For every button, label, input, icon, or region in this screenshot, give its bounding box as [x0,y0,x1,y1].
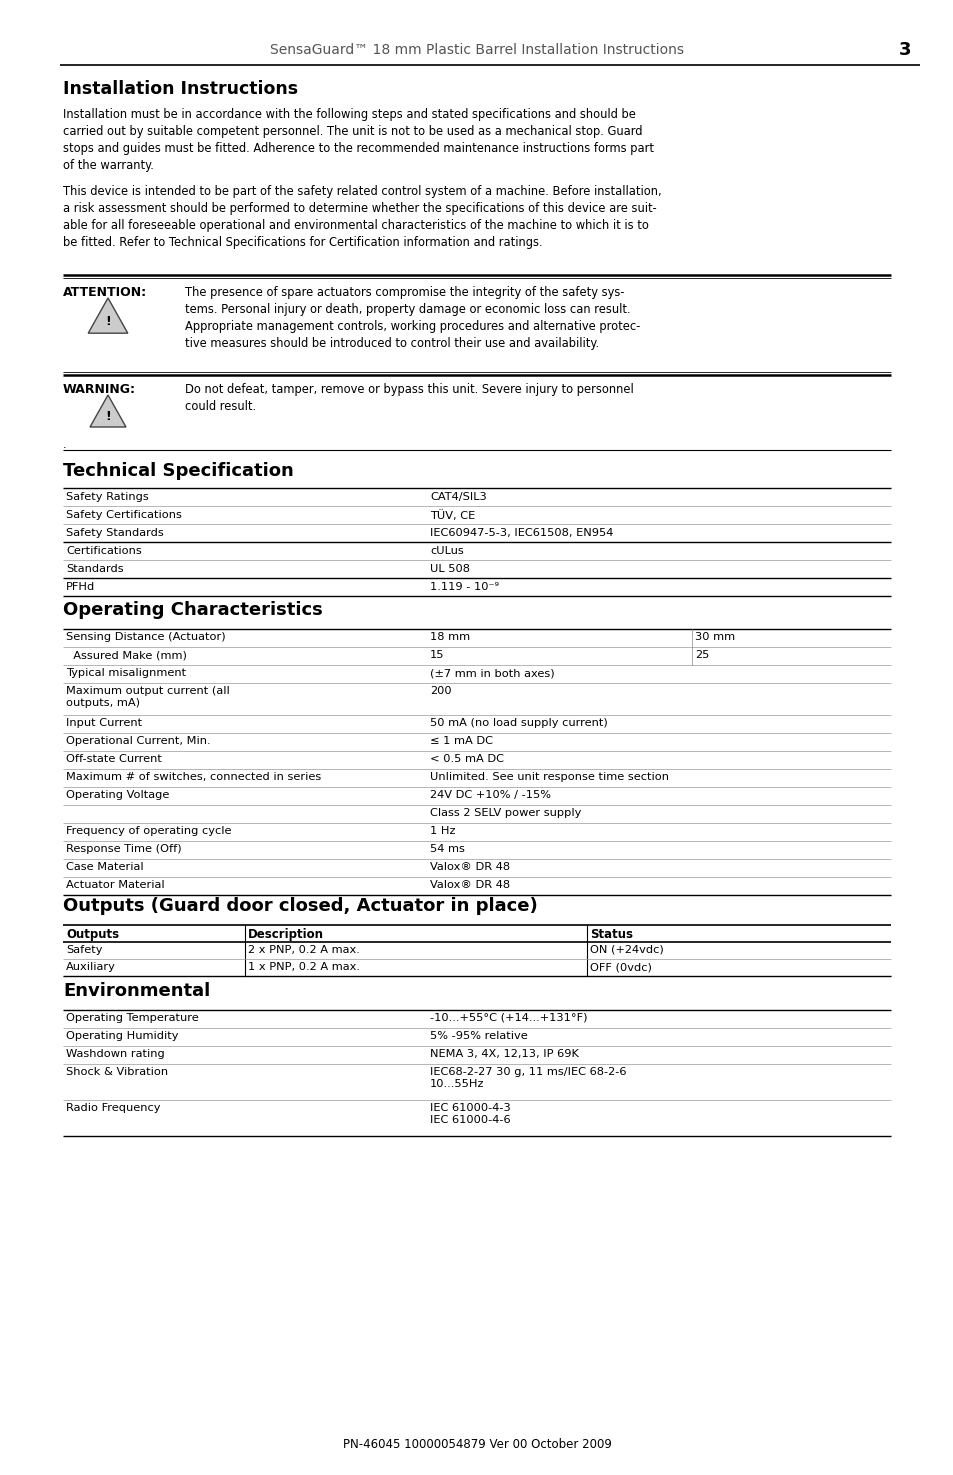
Text: 1.119 - 10⁻⁹: 1.119 - 10⁻⁹ [430,583,498,591]
Text: Safety: Safety [66,945,102,954]
Text: Certifications: Certifications [66,546,142,556]
Text: PFHd: PFHd [66,583,95,591]
Text: 2 x PNP, 0.2 A max.: 2 x PNP, 0.2 A max. [248,945,359,954]
Text: Safety Certifications: Safety Certifications [66,510,182,521]
Text: Operating Voltage: Operating Voltage [66,791,170,799]
Text: This device is intended to be part of the safety related control system of a mac: This device is intended to be part of th… [63,184,661,249]
Text: Standards: Standards [66,563,124,574]
Text: Maximum # of switches, connected in series: Maximum # of switches, connected in seri… [66,771,321,782]
Text: Installation Instructions: Installation Instructions [63,80,297,97]
Polygon shape [90,395,126,426]
Text: Radio Frequency: Radio Frequency [66,1103,160,1114]
Text: Safety Ratings: Safety Ratings [66,493,149,502]
Text: Outputs (Guard door closed, Actuator in place): Outputs (Guard door closed, Actuator in … [63,897,537,914]
Text: 30 mm: 30 mm [695,631,735,642]
Text: Operating Temperature: Operating Temperature [66,1013,198,1024]
Text: Typical misalignment: Typical misalignment [66,668,186,679]
Text: 3: 3 [898,41,910,59]
Text: ATTENTION:: ATTENTION: [63,286,147,299]
Text: SensaGuard™ 18 mm Plastic Barrel Installation Instructions: SensaGuard™ 18 mm Plastic Barrel Install… [270,43,683,58]
Text: Sensing Distance (Actuator): Sensing Distance (Actuator) [66,631,226,642]
Text: Class 2 SELV power supply: Class 2 SELV power supply [430,808,580,819]
Text: -10...+55°C (+14...+131°F): -10...+55°C (+14...+131°F) [430,1013,587,1024]
Text: Do not defeat, tamper, remove or bypass this unit. Severe injury to personnel
co: Do not defeat, tamper, remove or bypass … [185,384,633,413]
Text: Valox® DR 48: Valox® DR 48 [430,861,510,872]
Polygon shape [88,298,128,333]
Text: 24V DC +10% / -15%: 24V DC +10% / -15% [430,791,551,799]
Text: 200: 200 [430,686,451,696]
Text: Auxiliary: Auxiliary [66,962,115,972]
Text: Case Material: Case Material [66,861,144,872]
Text: !: ! [105,316,111,329]
Text: WARNING:: WARNING: [63,384,136,395]
Text: IEC 61000-4-3
IEC 61000-4-6: IEC 61000-4-3 IEC 61000-4-6 [430,1103,510,1124]
Text: (±7 mm in both axes): (±7 mm in both axes) [430,668,554,679]
Text: NEMA 3, 4X, 12,13, IP 69K: NEMA 3, 4X, 12,13, IP 69K [430,1049,578,1059]
Text: cULus: cULus [430,546,463,556]
Text: Shock & Vibration: Shock & Vibration [66,1066,168,1077]
Text: PN-46045 10000054879 Ver 00 October 2009: PN-46045 10000054879 Ver 00 October 2009 [342,1438,611,1451]
Text: Operational Current, Min.: Operational Current, Min. [66,736,211,746]
Text: Assured Make (mm): Assured Make (mm) [66,650,187,659]
Text: 1 Hz: 1 Hz [430,826,455,836]
Text: TÜV, CE: TÜV, CE [430,510,475,521]
Text: Maximum output current (all
outputs, mA): Maximum output current (all outputs, mA) [66,686,230,708]
Text: The presence of spare actuators compromise the integrity of the safety sys-
tems: The presence of spare actuators compromi… [185,286,639,350]
Text: Description: Description [248,928,324,941]
Text: Operating Characteristics: Operating Characteristics [63,600,322,620]
Text: 1 x PNP, 0.2 A max.: 1 x PNP, 0.2 A max. [248,962,359,972]
Text: Installation must be in accordance with the following steps and stated specifica: Installation must be in accordance with … [63,108,654,173]
Text: Input Current: Input Current [66,718,142,729]
Text: Outputs: Outputs [66,928,119,941]
Text: UL 508: UL 508 [430,563,470,574]
Text: 25: 25 [695,650,709,659]
Text: ON (+24vdc): ON (+24vdc) [589,945,663,954]
Text: Actuator Material: Actuator Material [66,881,165,889]
Text: 18 mm: 18 mm [430,631,470,642]
Text: 5% -95% relative: 5% -95% relative [430,1031,527,1041]
Text: ≤ 1 mA DC: ≤ 1 mA DC [430,736,493,746]
Text: Frequency of operating cycle: Frequency of operating cycle [66,826,232,836]
Text: Washdown rating: Washdown rating [66,1049,165,1059]
Text: 15: 15 [430,650,444,659]
Text: CAT4/SIL3: CAT4/SIL3 [430,493,486,502]
Text: Technical Specification: Technical Specification [63,462,294,479]
Text: Unlimited. See unit response time section: Unlimited. See unit response time sectio… [430,771,668,782]
Text: !: ! [105,410,111,423]
Text: IEC60947-5-3, IEC61508, EN954: IEC60947-5-3, IEC61508, EN954 [430,528,613,538]
Text: Safety Standards: Safety Standards [66,528,164,538]
Text: Valox® DR 48: Valox® DR 48 [430,881,510,889]
Text: Response Time (Off): Response Time (Off) [66,844,181,854]
Text: Environmental: Environmental [63,982,210,1000]
Text: .: . [63,438,67,451]
Text: < 0.5 mA DC: < 0.5 mA DC [430,754,503,764]
Text: Operating Humidity: Operating Humidity [66,1031,178,1041]
Text: 54 ms: 54 ms [430,844,464,854]
Text: Off-state Current: Off-state Current [66,754,162,764]
Text: OFF (0vdc): OFF (0vdc) [589,962,651,972]
Text: Status: Status [589,928,633,941]
Text: 50 mA (no load supply current): 50 mA (no load supply current) [430,718,607,729]
Text: IEC68-2-27 30 g, 11 ms/IEC 68-2-6
10...55Hz: IEC68-2-27 30 g, 11 ms/IEC 68-2-6 10...5… [430,1066,626,1089]
